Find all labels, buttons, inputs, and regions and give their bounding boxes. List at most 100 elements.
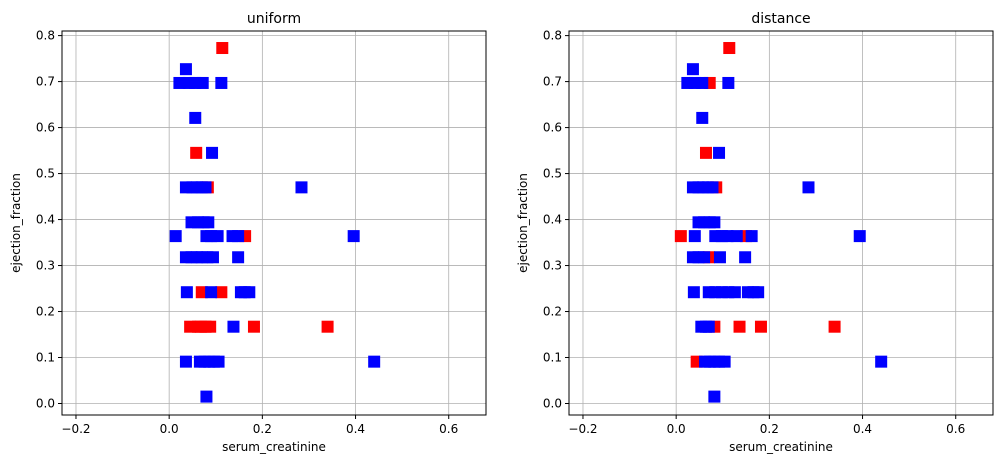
point-blue	[173, 76, 186, 89]
point-blue	[708, 216, 721, 229]
x-tick-label: 0.6	[946, 422, 965, 436]
x-tick-label: −0.2	[61, 422, 90, 436]
y-tick-label: 0.6	[543, 121, 562, 135]
point-blue	[169, 230, 182, 243]
point-red	[754, 320, 767, 333]
point-blue	[199, 181, 212, 194]
y-tick-label: 0.8	[36, 29, 55, 43]
point-blue	[189, 111, 202, 124]
point-blue	[713, 251, 726, 264]
point-blue	[696, 76, 709, 89]
point-blue	[730, 230, 743, 243]
point-blue	[205, 286, 218, 299]
point-blue	[347, 230, 360, 243]
point-red	[699, 146, 712, 159]
point-blue	[232, 230, 245, 243]
y-tick-label: 0.5	[543, 167, 562, 181]
point-blue	[696, 111, 709, 124]
x-tick-label: −0.2	[568, 422, 597, 436]
point-blue	[739, 251, 752, 264]
point-blue	[687, 286, 700, 299]
point-blue	[706, 181, 719, 194]
point-blue	[721, 230, 734, 243]
x-axis-label: serum_creatinine	[222, 440, 326, 454]
x-tick-label: 0.4	[853, 422, 872, 436]
point-blue	[196, 76, 209, 89]
y-tick-label: 0.3	[36, 259, 55, 273]
point-blue	[745, 230, 758, 243]
y-tick-label: 0.2	[543, 305, 562, 319]
point-blue	[232, 251, 245, 264]
point-blue	[688, 230, 701, 243]
x-axis-label: serum_creatinine	[729, 440, 833, 454]
y-tick-label: 0.0	[36, 397, 55, 411]
point-blue	[853, 230, 866, 243]
y-tick-label: 0.4	[543, 213, 562, 227]
y-tick-label: 0.0	[543, 397, 562, 411]
point-blue	[215, 76, 228, 89]
y-tick-label: 0.3	[543, 259, 562, 273]
axes-frame	[568, 30, 994, 416]
axes-frame	[61, 30, 487, 416]
point-blue	[722, 76, 735, 89]
point-blue	[368, 355, 381, 368]
point-blue	[212, 355, 225, 368]
x-tick-label: 0.2	[253, 422, 272, 436]
point-blue	[206, 251, 219, 264]
subplot-distance: −0.2 0.0 0.2 0.4 0.6 0.0 0.1 0.2 0.3 0.4 0.5 0.6 0.7…	[516, 11, 994, 454]
point-red	[190, 146, 203, 159]
y-tick-label: 0.2	[36, 305, 55, 319]
y-tick-label: 0.1	[543, 351, 562, 365]
point-red	[216, 42, 229, 55]
point-red	[674, 230, 687, 243]
point-blue	[227, 320, 240, 333]
point-red	[194, 320, 207, 333]
point-blue	[180, 286, 193, 299]
point-blue	[179, 355, 192, 368]
chart-title: uniform	[247, 11, 301, 27]
point-red	[204, 320, 217, 333]
y-tick-label: 0.5	[36, 167, 55, 181]
point-blue	[206, 146, 219, 159]
y-axis-label: ejection_fraction	[516, 173, 530, 273]
point-blue	[718, 355, 731, 368]
point-red	[828, 320, 841, 333]
x-tick-label: 0.2	[760, 422, 779, 436]
y-axis-label: ejection_fraction	[9, 173, 23, 273]
point-red	[321, 320, 334, 333]
point-blue	[179, 63, 192, 76]
point-blue	[698, 251, 711, 264]
y-tick-label: 0.4	[36, 213, 55, 227]
x-tick-label: 0.0	[667, 422, 686, 436]
y-tick-label: 0.1	[36, 351, 55, 365]
y-tick-label: 0.7	[543, 75, 562, 89]
x-tick-label: 0.0	[160, 422, 179, 436]
x-tick-label: 0.4	[346, 422, 365, 436]
point-blue	[200, 390, 213, 403]
point-blue	[752, 286, 765, 299]
point-red	[247, 320, 260, 333]
chart-title: distance	[751, 11, 810, 27]
point-red	[195, 286, 208, 299]
subplot-uniform: −0.2 0.0 0.2 0.4 0.6 0.0 0.1 0.2 0.3 0.4 0.5 0.6 0.7…	[9, 11, 487, 454]
point-blue	[708, 390, 721, 403]
x-tick-label: 0.6	[439, 422, 458, 436]
y-tick-label: 0.7	[36, 75, 55, 89]
point-blue	[728, 286, 741, 299]
point-blue	[875, 355, 888, 368]
point-blue	[295, 181, 308, 194]
point-red	[215, 286, 228, 299]
point-blue	[243, 286, 256, 299]
point-red	[723, 42, 736, 55]
point-red	[733, 320, 746, 333]
point-blue	[686, 63, 699, 76]
y-tick-label: 0.6	[36, 121, 55, 135]
point-blue	[702, 320, 715, 333]
point-blue	[202, 216, 215, 229]
y-tick-label: 0.8	[543, 29, 562, 43]
point-blue	[713, 146, 726, 159]
point-blue	[802, 181, 815, 194]
point-blue	[211, 230, 224, 243]
